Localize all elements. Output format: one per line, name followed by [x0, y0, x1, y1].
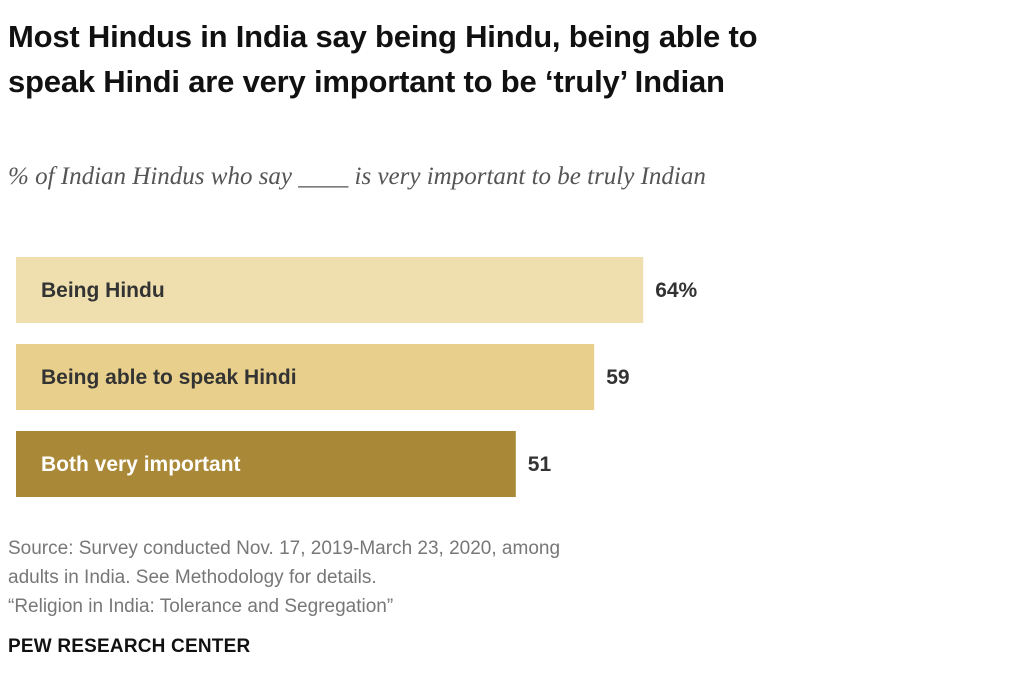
chart-subtitle: % of Indian Hindus who say ____ is very … [8, 163, 706, 190]
bar-1 [16, 257, 644, 323]
value-label-3: 51 [528, 453, 552, 476]
bar-label-1: Being Hindu [41, 279, 165, 302]
value-label-2: 59 [606, 366, 629, 389]
chart-title: Most Hindus in India say being Hindu, be… [8, 19, 758, 99]
value-label-1: 64% [655, 279, 697, 302]
source-line-2: adults in India. See Methodology for det… [8, 567, 377, 588]
bar-2 [16, 344, 595, 410]
organization-credit: PEW RESEARCH CENTER [8, 636, 251, 657]
bar-chart: Being Hindu 64% Being able to speak Hindi 5… [16, 257, 698, 497]
bar-label-3: Both very important [41, 453, 241, 476]
bar-3 [16, 431, 516, 497]
bar-label-2: Being able to speak Hindi [41, 366, 297, 389]
source-line-3: “Religion in India: Tolerance and Segreg… [8, 596, 394, 617]
source-line-1: Source: Survey conducted Nov. 17, 2019-M… [8, 538, 561, 559]
source-note: Source: Survey conducted Nov. 17, 2019-M… [8, 534, 728, 621]
